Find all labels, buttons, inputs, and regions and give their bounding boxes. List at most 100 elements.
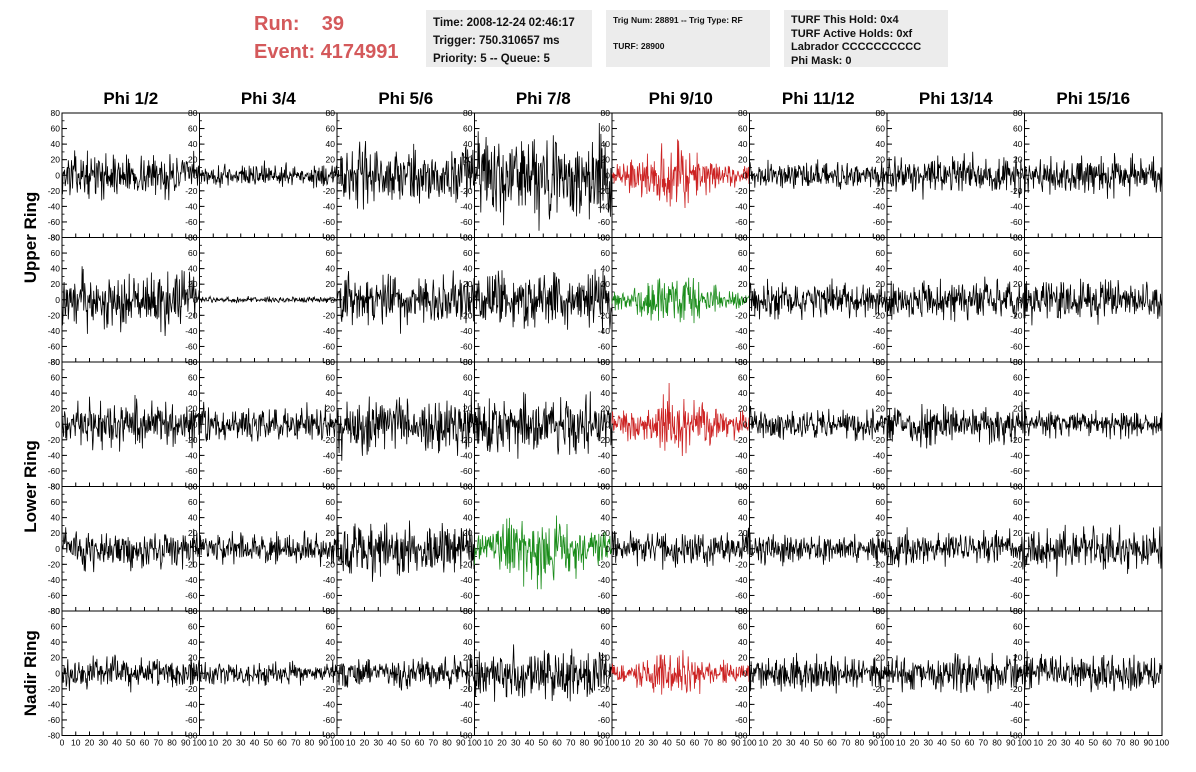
x-tick-label: 40 — [525, 738, 535, 748]
waveform-trace — [611, 277, 750, 324]
y-tick-label: -20 — [48, 559, 61, 569]
y-tick-label: 0 — [605, 668, 610, 678]
x-tick-label: 30 — [374, 738, 384, 748]
y-tick-label: 40 — [1013, 264, 1023, 274]
y-tick-label: 0 — [193, 668, 198, 678]
y-tick-label: 60 — [876, 124, 886, 134]
x-tick-label: 20 — [360, 738, 370, 748]
y-tick-label: 80 — [738, 108, 748, 118]
x-tick-label: 90 — [1144, 738, 1154, 748]
x-tick-label: 30 — [236, 738, 246, 748]
y-tick-label: 20 — [463, 155, 473, 165]
x-tick-label: 40 — [250, 738, 260, 748]
y-tick-label: -60 — [48, 217, 61, 227]
x-tick-label: 50 — [264, 738, 274, 748]
y-tick-label: -20 — [185, 684, 198, 694]
waveform-trace — [199, 295, 338, 304]
x-tick-label: 70 — [566, 738, 576, 748]
y-tick-label: -40 — [598, 575, 611, 585]
y-tick-label: -60 — [323, 466, 336, 476]
x-tick-label: 100 — [605, 738, 619, 748]
y-tick-label: 40 — [601, 388, 611, 398]
y-tick-label: 60 — [326, 497, 336, 507]
y-tick-label: 60 — [51, 124, 61, 134]
y-tick-label: -40 — [598, 699, 611, 709]
y-tick-label: 20 — [463, 404, 473, 414]
y-tick-label: 0 — [55, 544, 60, 554]
y-tick-label: 0 — [1018, 170, 1023, 180]
y-tick-label: 40 — [188, 264, 198, 274]
y-tick-label: -20 — [460, 186, 473, 196]
y-tick-label: -60 — [598, 715, 611, 725]
y-tick-label: 60 — [601, 124, 611, 134]
x-tick-label: 30 — [99, 738, 109, 748]
y-tick-label: -20 — [873, 435, 886, 445]
y-tick-label: -60 — [48, 590, 61, 600]
y-tick-label: 40 — [51, 264, 61, 274]
y-tick-label: 60 — [326, 622, 336, 632]
y-tick-label: 0 — [1018, 419, 1023, 429]
x-tick-label: 40 — [662, 738, 672, 748]
waveform-trace — [886, 401, 1025, 449]
y-tick-label: 0 — [193, 295, 198, 305]
y-tick-label: -40 — [460, 450, 473, 460]
turf-active-holds-text: TURF Active Holds: 0xf — [791, 27, 913, 40]
y-tick-label: -20 — [48, 684, 61, 694]
y-tick-label: 60 — [1013, 622, 1023, 632]
y-tick-label: 40 — [463, 513, 473, 523]
y-tick-label: 20 — [188, 528, 198, 538]
y-tick-label: -40 — [1010, 450, 1023, 460]
y-tick-label: -60 — [873, 217, 886, 227]
x-tick-label: 90 — [869, 738, 879, 748]
waveform-trace — [61, 150, 200, 201]
y-tick-label: 80 — [188, 233, 198, 243]
x-tick-label: 40 — [112, 738, 122, 748]
x-tick-label: 70 — [704, 738, 714, 748]
y-tick-label: -60 — [1010, 217, 1023, 227]
y-tick-label: -60 — [185, 466, 198, 476]
y-tick-label: 80 — [463, 357, 473, 367]
y-tick-label: -80 — [48, 731, 61, 741]
waveform-trace — [61, 527, 200, 573]
y-tick-label: -40 — [1010, 326, 1023, 336]
y-tick-label: 80 — [326, 108, 336, 118]
y-tick-label: -20 — [48, 310, 61, 320]
waveform-trace — [199, 160, 338, 189]
y-tick-label: 0 — [605, 170, 610, 180]
y-tick-label: -20 — [598, 559, 611, 569]
waveform-trace — [199, 530, 338, 567]
y-tick-label: 20 — [326, 653, 336, 663]
y-tick-label: -40 — [873, 201, 886, 211]
column-header: Phi 11/12 — [782, 89, 855, 108]
waveform-trace — [336, 394, 475, 461]
y-tick-label: 40 — [463, 139, 473, 149]
x-tick-label: 80 — [855, 738, 865, 748]
y-tick-label: 80 — [1013, 606, 1023, 616]
y-tick-label: 20 — [326, 528, 336, 538]
y-tick-label: 0 — [330, 544, 335, 554]
y-tick-label: -80 — [1010, 731, 1023, 741]
labrador-text: Labrador CCCCCCCCCC — [791, 41, 922, 53]
y-tick-label: 0 — [55, 295, 60, 305]
y-tick-label: 60 — [463, 248, 473, 258]
column-header: Phi 5/6 — [378, 89, 433, 108]
y-tick-label: -60 — [735, 715, 748, 725]
y-tick-label: 20 — [738, 279, 748, 289]
y-tick-label: 80 — [326, 482, 336, 492]
x-tick-label: 40 — [800, 738, 810, 748]
y-tick-label: -40 — [598, 450, 611, 460]
ring-label: Lower Ring — [21, 440, 40, 533]
run-event-display: Run: 39 Event: 4174991 — [254, 10, 399, 66]
y-tick-label: 0 — [1018, 295, 1023, 305]
y-tick-label: 20 — [51, 155, 61, 165]
x-tick-label: 10 — [759, 738, 769, 748]
y-tick-label: 40 — [738, 264, 748, 274]
y-tick-label: 0 — [743, 419, 748, 429]
y-tick-label: 20 — [188, 653, 198, 663]
y-tick-label: 0 — [468, 295, 473, 305]
waveform-trace — [199, 660, 338, 687]
y-tick-label: 40 — [601, 637, 611, 647]
y-tick-label: -80 — [460, 731, 473, 741]
y-tick-label: -60 — [873, 466, 886, 476]
x-tick-label: 60 — [277, 738, 287, 748]
